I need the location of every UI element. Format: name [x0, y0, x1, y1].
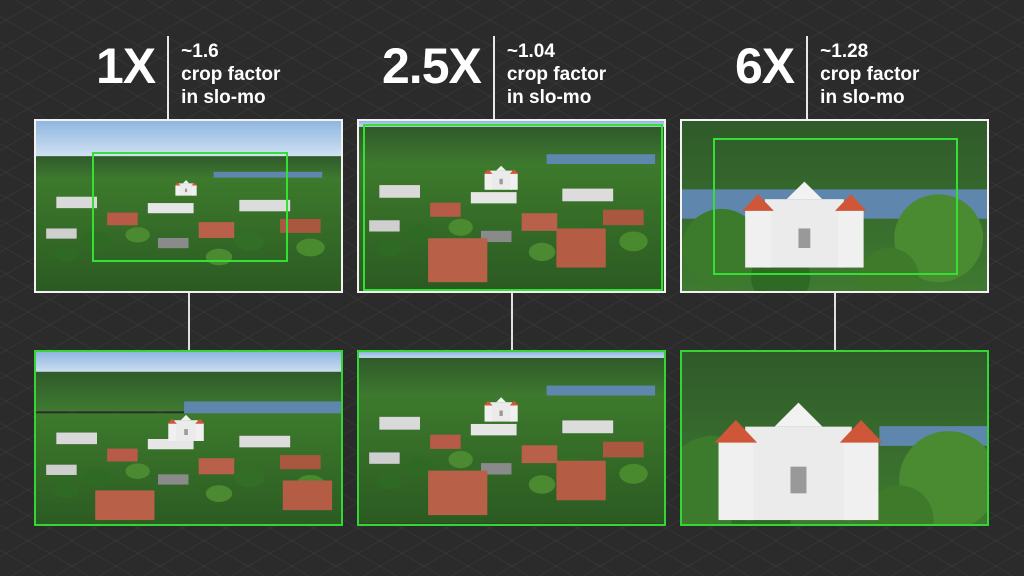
- crop-label: crop factor: [820, 64, 920, 85]
- divider: [167, 36, 170, 120]
- zoom-label: 1X: [96, 38, 156, 94]
- crop-value: ~1.04: [506, 41, 555, 62]
- crop-frame: [363, 124, 663, 291]
- zoom-label: 2.5X: [382, 38, 482, 94]
- header-2-5x: 2.5X ~1.04 crop factor in slo-mo: [382, 36, 606, 120]
- crop-factor-text: ~1.04 crop factor in slo-mo: [507, 40, 606, 109]
- connector-line: [834, 293, 836, 350]
- photo-6x-full-frame: [680, 119, 989, 293]
- crop-factor-text: ~1.6 crop factor in slo-mo: [181, 40, 280, 109]
- crop-mode: in slo-mo: [506, 87, 592, 108]
- header-1x: 1X ~1.6 crop factor in slo-mo: [96, 36, 280, 120]
- crop-label: crop factor: [181, 64, 281, 85]
- photo-1x-full-frame: [34, 119, 343, 293]
- crop-value: ~1.28: [820, 41, 869, 62]
- crop-label: crop factor: [506, 64, 607, 85]
- crop-factor-text: ~1.28 crop factor in slo-mo: [820, 40, 919, 109]
- photo-2-5x-slomo-crop: [357, 350, 666, 526]
- connector-line: [511, 293, 513, 350]
- zoom-label: 6X: [735, 38, 795, 94]
- crop-frame: [92, 152, 288, 262]
- crop-mode: in slo-mo: [820, 87, 905, 108]
- crop-mode: in slo-mo: [181, 87, 266, 108]
- photo-2-5x-full-frame: [357, 119, 666, 293]
- connector-line: [188, 293, 190, 350]
- crop-value: ~1.6: [181, 41, 219, 62]
- divider: [806, 36, 809, 120]
- crop-frame: [713, 138, 958, 275]
- header-6x: 6X ~1.28 crop factor in slo-mo: [735, 36, 919, 120]
- photo-1x-slomo-crop: [34, 350, 343, 526]
- photo-6x-slomo-crop: [680, 350, 989, 526]
- divider: [492, 36, 495, 120]
